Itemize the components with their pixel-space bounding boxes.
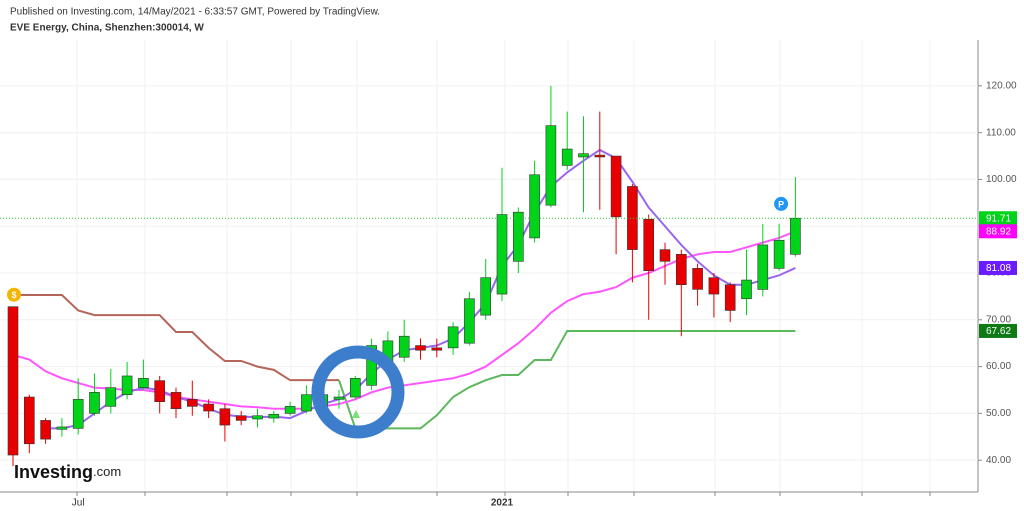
candle-body (773, 239, 785, 269)
x-tick-label: 2021 (491, 498, 514, 509)
price-tag (979, 260, 1017, 275)
y-tick-label: 60.00 (986, 361, 1011, 372)
candle-body (203, 403, 214, 412)
candle-body (23, 396, 35, 445)
candle-body (219, 408, 231, 426)
logo-name: Investing (14, 462, 93, 482)
chart-title: EVE Energy, China, Shenzhen:300014, W (10, 23, 204, 34)
indicator-line (338, 329, 796, 430)
y-tick-label: 110.00 (986, 127, 1016, 138)
y-tick-label: 50.00 (986, 408, 1011, 419)
price-tag-label: 88.92 (986, 226, 1011, 237)
candle-body (187, 399, 198, 407)
candle-body (89, 392, 100, 414)
marker-label: P (778, 199, 784, 209)
candle-body (561, 148, 573, 166)
candle-body (578, 153, 589, 158)
candle-body (675, 254, 687, 286)
candle-body (610, 155, 622, 218)
y-tick-label: 100.00 (986, 174, 1017, 185)
candle-body (692, 268, 703, 290)
candle-body (529, 174, 540, 239)
candle-body (431, 347, 443, 351)
candle-body (594, 154, 606, 158)
candle-body (545, 125, 557, 206)
candle-body (415, 345, 426, 351)
candle-body (333, 396, 345, 400)
candle-body (447, 326, 459, 349)
logo-suffix: .com (93, 464, 121, 479)
candle-body (464, 298, 475, 344)
signal-arrow (352, 410, 360, 418)
candle-body (170, 392, 182, 410)
candle-body (724, 284, 736, 311)
logo: Investing.com (14, 462, 121, 482)
indicator-line (13, 294, 339, 382)
candle-body (7, 306, 19, 456)
price-tag-label: 91.71 (986, 213, 1011, 224)
candle-body (366, 345, 377, 386)
candle-body (121, 375, 133, 395)
candle-body (496, 214, 508, 295)
marker (774, 196, 789, 211)
candle-body (268, 414, 280, 419)
price-tag (979, 323, 1017, 338)
candle-body (72, 399, 84, 429)
candle-body (659, 249, 671, 262)
y-tick-label: 40.00 (986, 455, 1011, 466)
candle-body (235, 415, 247, 421)
price-tag-label: 81.08 (986, 263, 1011, 274)
marker-label: $ (11, 290, 16, 300)
candle-body (154, 380, 165, 402)
candle-body (643, 218, 655, 271)
price-tag-label: 67.62 (986, 326, 1011, 337)
y-tick-label: 70.00 (986, 314, 1011, 325)
candle-body (252, 415, 263, 420)
candle-body (790, 217, 801, 255)
y-tick-label: 120.00 (986, 80, 1017, 91)
candle-body (741, 279, 752, 300)
candle-body (138, 377, 149, 388)
candle-body (105, 387, 117, 407)
x-axis-ticks (76, 492, 931, 496)
candle-body (301, 394, 312, 412)
candle-body (757, 244, 769, 290)
vertical-grid (76, 40, 931, 492)
price-tag (979, 211, 1017, 226)
candle-body (512, 211, 524, 262)
candle-body (398, 335, 410, 358)
candle-body (708, 277, 720, 295)
candle-body (56, 426, 68, 430)
plot-area: 40.0050.0060.0070.0080.0090.00100.00110.… (0, 80, 1017, 509)
candle-body (627, 186, 638, 250)
candle-body (480, 277, 492, 316)
subtitle: Published on Investing.com, 14/May/2021 … (10, 7, 380, 18)
price-tag (979, 224, 1017, 239)
candle-body (284, 406, 296, 414)
highlight-circle (311, 345, 405, 439)
candle-body (349, 377, 361, 398)
x-tick-label: Jul (72, 498, 85, 509)
candle-body (40, 420, 51, 440)
marker (7, 287, 21, 302)
